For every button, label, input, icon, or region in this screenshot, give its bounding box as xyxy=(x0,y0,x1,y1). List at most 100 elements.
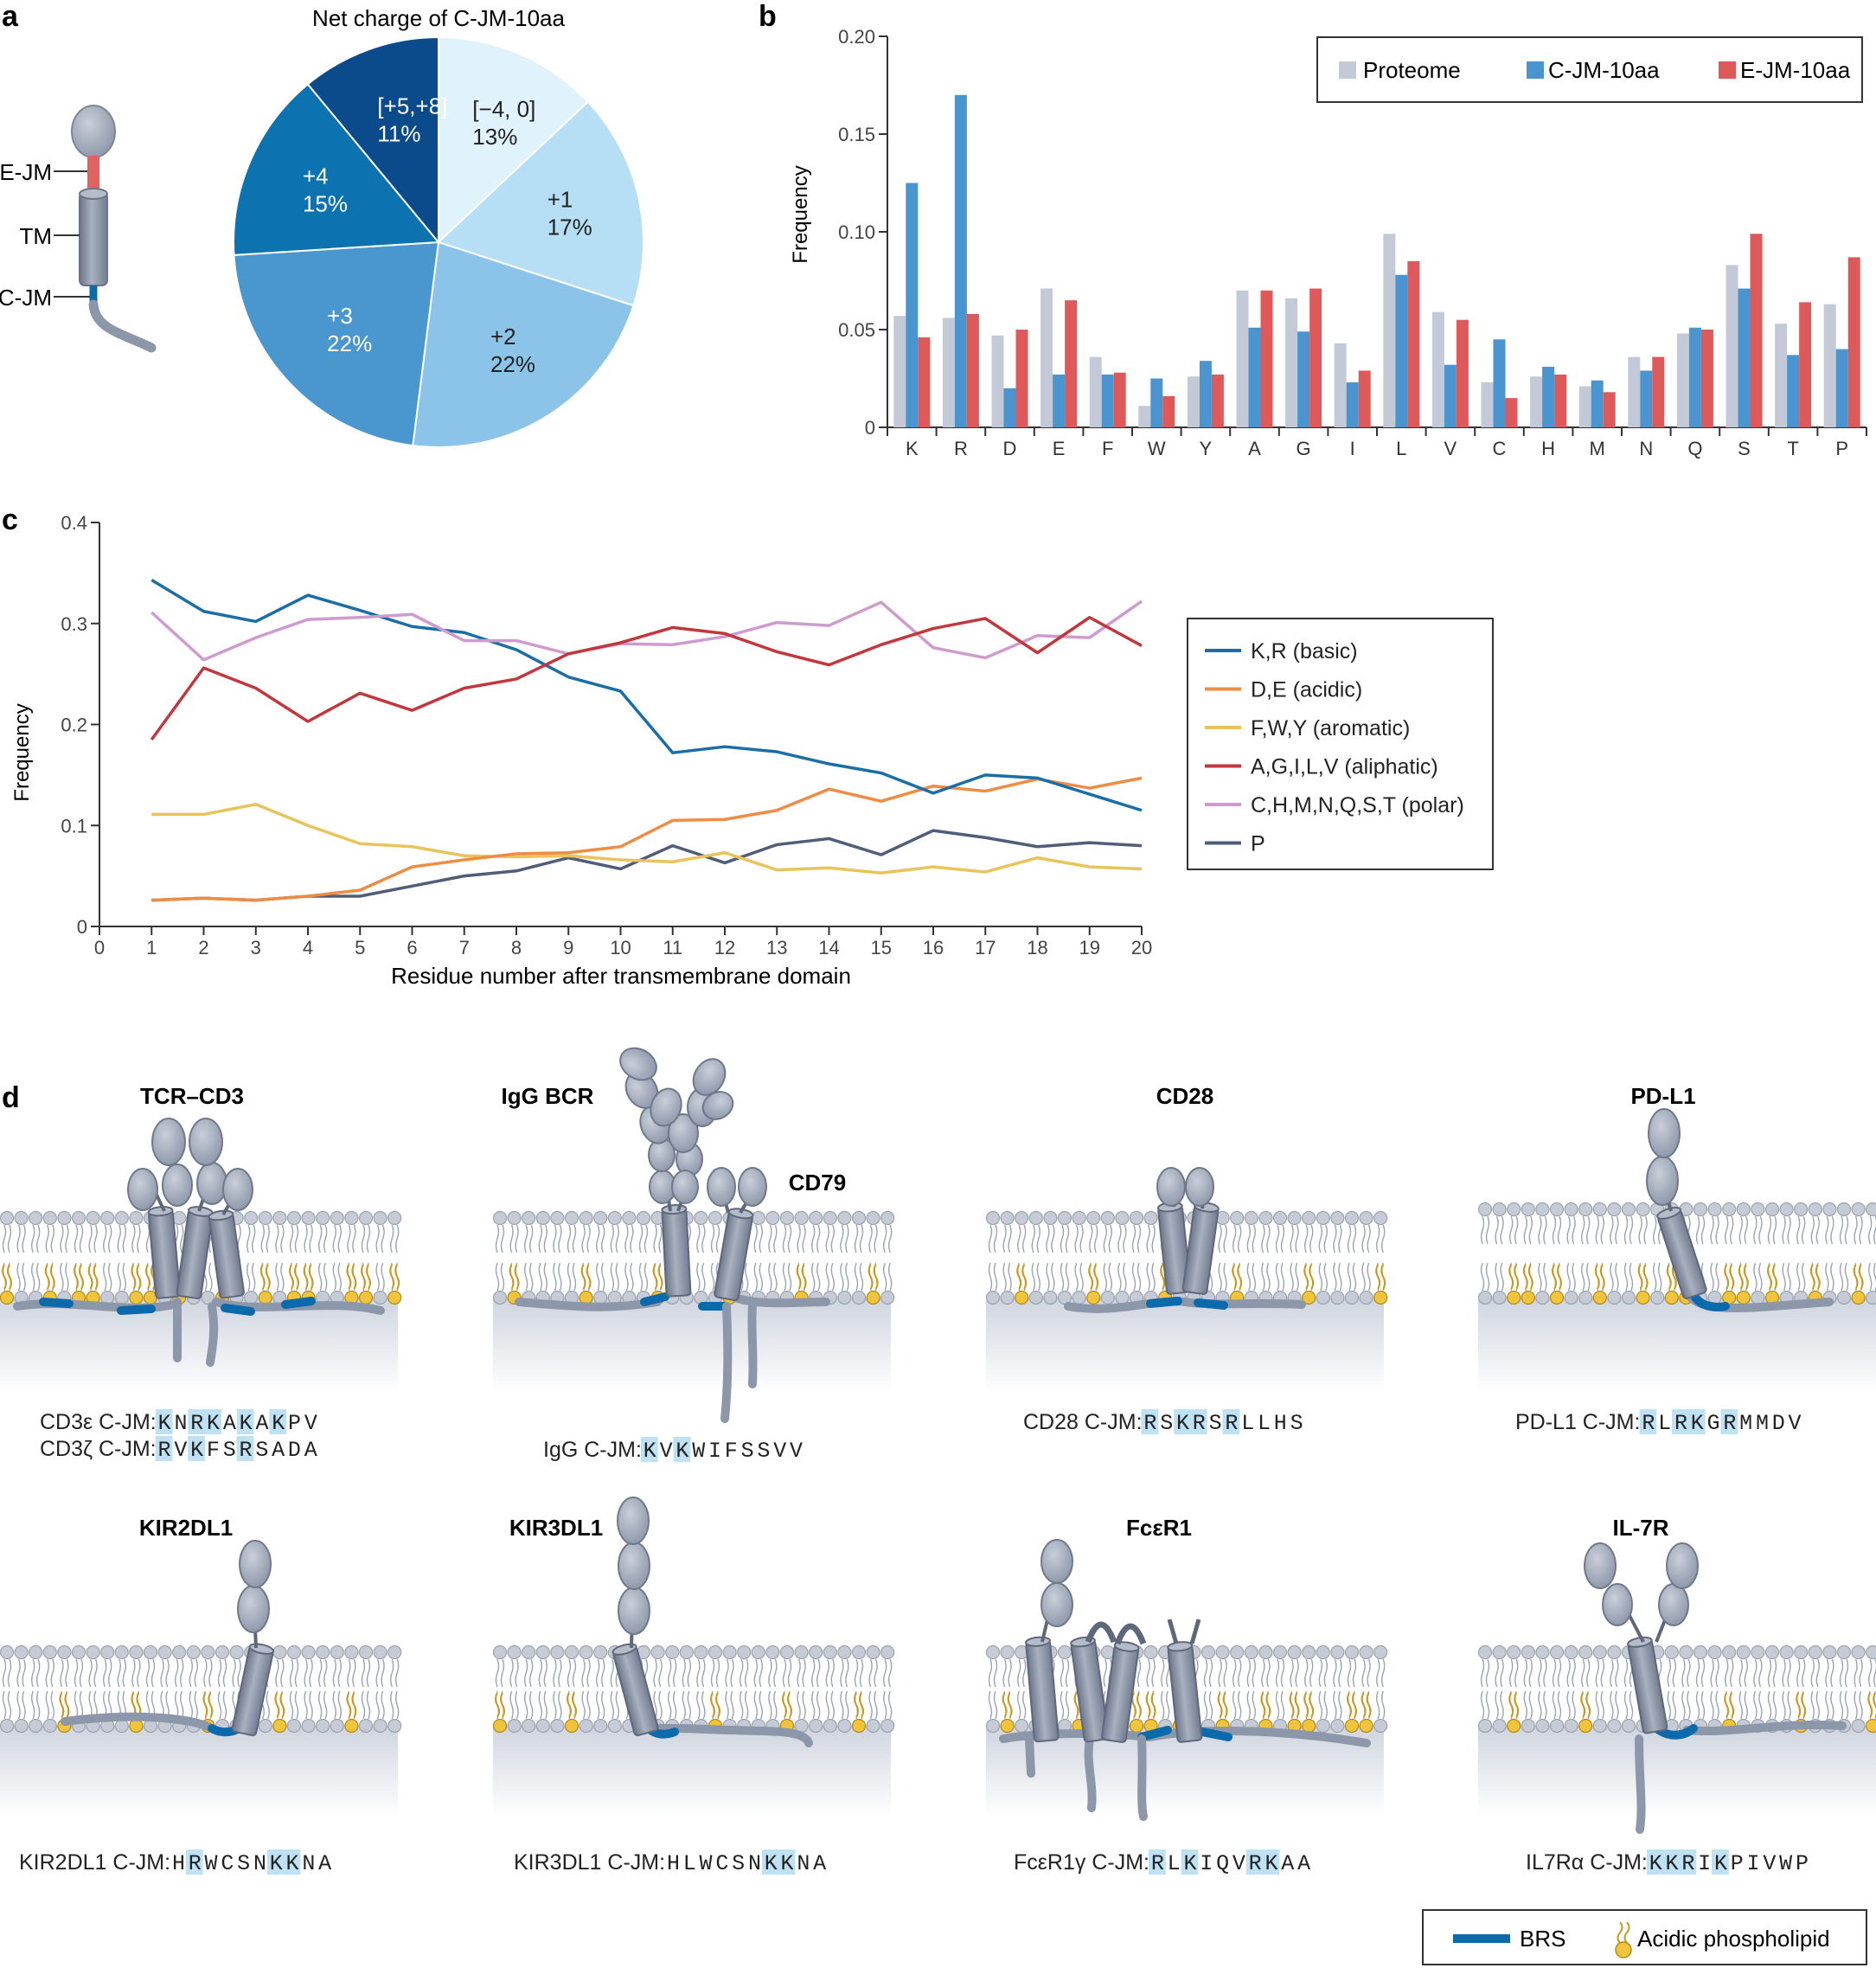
tm-helix xyxy=(611,1643,659,1737)
bar-c-jm-10aa xyxy=(1053,374,1066,427)
residue: R xyxy=(189,1851,202,1876)
ig-domain xyxy=(1040,1582,1073,1627)
line-ytick-label: 0.2 xyxy=(61,715,87,736)
sequence-prefix: PD-L1 C-JM: xyxy=(1515,1410,1640,1434)
pie-percent: 11% xyxy=(377,121,420,147)
residue: K xyxy=(240,1411,253,1436)
bar-e-jm-10aa xyxy=(1750,234,1763,427)
residue: R xyxy=(1225,1411,1238,1436)
residue: N xyxy=(748,1851,761,1876)
residue: A xyxy=(304,1438,317,1463)
bar-proteome xyxy=(1236,290,1249,427)
residue: S xyxy=(223,1438,236,1463)
bar-c-jm-10aa xyxy=(1150,378,1163,427)
bar-proteome xyxy=(1481,382,1494,427)
label-tm: TM xyxy=(19,223,52,249)
title-pd-l1: PD-L1 xyxy=(1630,1083,1695,1109)
title-tcr-cd3: TCR–CD3 xyxy=(140,1083,244,1109)
residue: R xyxy=(1681,1851,1694,1876)
line-xtick-label: 16 xyxy=(923,937,944,958)
pie-label: +1 xyxy=(547,186,573,212)
residue: A xyxy=(813,1851,826,1876)
title-cd79: CD79 xyxy=(789,1170,846,1196)
line-legend-label: F,W,Y (aromatic) xyxy=(1251,716,1410,740)
residue: R xyxy=(1674,1411,1687,1436)
bar-category-label: R xyxy=(954,438,968,459)
residue: V xyxy=(1789,1411,1802,1436)
residue: R xyxy=(1723,1411,1736,1436)
bar-proteome xyxy=(1040,288,1053,427)
ig-domain xyxy=(618,1587,650,1635)
line-ytick-label: 0.3 xyxy=(61,613,87,635)
ig-domain xyxy=(617,1497,650,1545)
pie-slice xyxy=(438,35,590,245)
ig-domain xyxy=(151,1118,186,1166)
residue: Q xyxy=(1216,1851,1229,1876)
sequence-prefix: IL7Rα C-JM: xyxy=(1526,1850,1648,1875)
residue: R xyxy=(1249,1851,1262,1876)
brs-residue-highlight xyxy=(1174,1409,1191,1434)
residue: R xyxy=(158,1438,171,1463)
bar-c-jm-10aa xyxy=(1297,331,1310,427)
line-xtick-label: 13 xyxy=(766,937,787,958)
line-xtick-label: 3 xyxy=(251,937,261,958)
pie-title: Net charge of C-JM-10aa xyxy=(312,5,565,31)
bar-ytick-label: 0.15 xyxy=(838,124,875,145)
line-xtick-label: 12 xyxy=(714,937,735,958)
brs-residue-highlight xyxy=(236,1409,254,1434)
line-xtick-label: 15 xyxy=(871,937,892,958)
bar-c-jm-10aa xyxy=(1787,355,1800,427)
bar-e-jm-10aa xyxy=(966,313,979,427)
residue: V xyxy=(304,1411,317,1436)
bar-e-jm-10aa xyxy=(1847,257,1860,427)
bar-c-jm-10aa xyxy=(1688,327,1701,427)
line-legend: K,R (basic) D,E (acidic) F,W,Y (aromatic) A… xyxy=(1187,618,1494,870)
pie-percent: 13% xyxy=(472,124,517,150)
bar-c-jm-10aa xyxy=(1003,388,1016,427)
bar-c-jm-10aa xyxy=(954,94,967,428)
ig-domain xyxy=(196,1162,227,1205)
residue: K xyxy=(1265,1851,1277,1876)
ig-domain xyxy=(239,1540,272,1588)
brs-residue-highlight xyxy=(269,1409,287,1434)
bar-category-label: N xyxy=(1639,438,1653,459)
brs-residue-highlight xyxy=(1222,1409,1240,1434)
brs-residue-highlight xyxy=(1679,1849,1697,1875)
residue: K xyxy=(158,1411,171,1436)
bar-proteome xyxy=(1138,406,1151,427)
brs-residue-highlight xyxy=(155,1436,173,1461)
residue: W xyxy=(1779,1851,1792,1876)
bar-category-label: L xyxy=(1396,438,1406,459)
legend-ejm: E-JM-10aa xyxy=(1740,57,1851,83)
residue: L xyxy=(683,1851,696,1876)
residue: N xyxy=(302,1851,315,1876)
sequence-prefix: CD3ε C-JM: xyxy=(40,1410,157,1434)
residue: K xyxy=(1176,1411,1189,1436)
pie-label: [+5,+8] xyxy=(377,93,447,119)
line-xtick-label: 4 xyxy=(303,937,313,958)
residue: K xyxy=(1666,1851,1679,1876)
bar-ylabel: Frequency xyxy=(789,165,812,263)
bar-legend: Proteome C-JM-10aa E-JM-10aa xyxy=(1316,36,1863,103)
line-ylabel: Frequency xyxy=(10,703,34,801)
bar-proteome xyxy=(991,335,1004,427)
bar-c-jm-10aa xyxy=(1248,327,1261,427)
bar-e-jm-10aa xyxy=(1113,372,1126,427)
bar-e-jm-10aa xyxy=(1700,330,1713,427)
panel-label-a: a xyxy=(2,0,19,33)
bar-category-label: F xyxy=(1102,438,1113,459)
bar-c-jm-10aa xyxy=(1444,364,1457,427)
ig-domain xyxy=(1584,1542,1617,1589)
pie-label: +3 xyxy=(327,303,353,329)
residue: R xyxy=(1193,1411,1206,1436)
residue: S xyxy=(255,1438,268,1463)
line-ytick-label: 0.4 xyxy=(61,512,87,534)
residue: A xyxy=(1281,1851,1294,1876)
brs-swatch xyxy=(1453,1934,1510,1943)
bar-category-label: W xyxy=(1148,438,1166,459)
bar-e-jm-10aa xyxy=(1652,356,1665,427)
panel-label-c: c xyxy=(2,503,18,536)
